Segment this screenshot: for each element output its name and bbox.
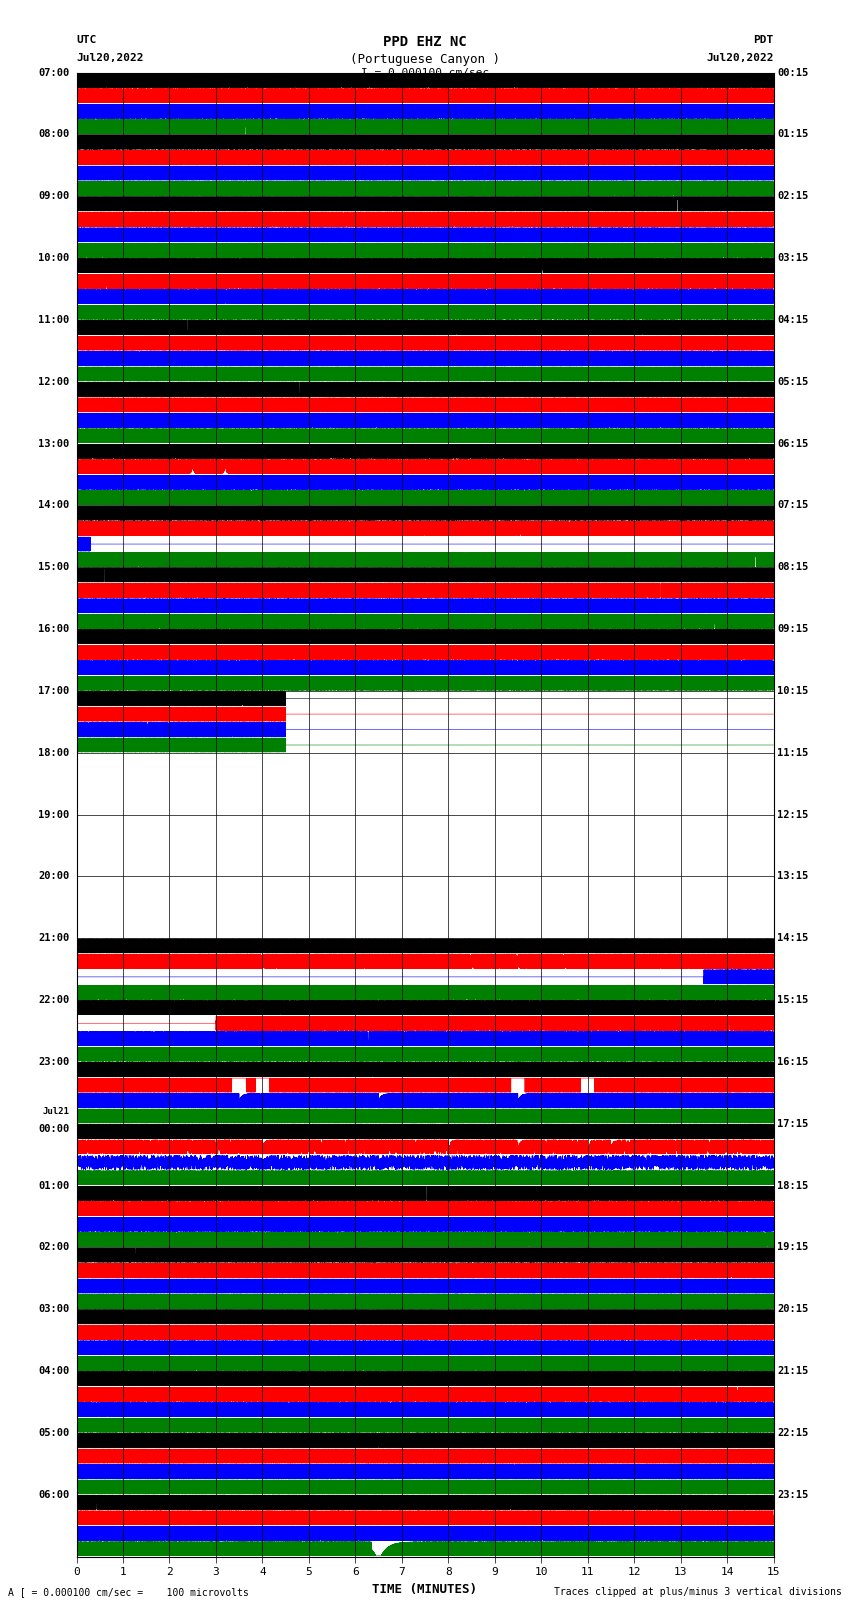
Text: 12:00: 12:00 xyxy=(38,377,70,387)
Text: Jul21: Jul21 xyxy=(42,1107,70,1116)
Text: UTC: UTC xyxy=(76,35,97,45)
Text: 07:00: 07:00 xyxy=(38,68,70,77)
Text: 12:15: 12:15 xyxy=(777,810,808,819)
Text: 21:00: 21:00 xyxy=(38,934,70,944)
Text: 11:00: 11:00 xyxy=(38,315,70,324)
Text: 21:15: 21:15 xyxy=(777,1366,808,1376)
Text: 06:15: 06:15 xyxy=(777,439,808,448)
Text: PDT: PDT xyxy=(753,35,774,45)
Text: 01:15: 01:15 xyxy=(777,129,808,139)
Text: 22:15: 22:15 xyxy=(777,1428,808,1437)
Text: 04:00: 04:00 xyxy=(38,1366,70,1376)
Text: 00:00: 00:00 xyxy=(38,1124,70,1134)
Text: 20:15: 20:15 xyxy=(777,1305,808,1315)
Text: 22:00: 22:00 xyxy=(38,995,70,1005)
Text: A [ = 0.000100 cm/sec =    100 microvolts: A [ = 0.000100 cm/sec = 100 microvolts xyxy=(8,1587,249,1597)
Text: 23:00: 23:00 xyxy=(38,1057,70,1066)
Text: 01:00: 01:00 xyxy=(38,1181,70,1190)
Text: 13:00: 13:00 xyxy=(38,439,70,448)
Text: 17:15: 17:15 xyxy=(777,1119,808,1129)
X-axis label: TIME (MINUTES): TIME (MINUTES) xyxy=(372,1582,478,1595)
Text: Jul20,2022: Jul20,2022 xyxy=(706,53,774,63)
Text: 08:15: 08:15 xyxy=(777,563,808,573)
Text: PPD EHZ NC: PPD EHZ NC xyxy=(383,35,467,50)
Text: 00:15: 00:15 xyxy=(777,68,808,77)
Text: 03:00: 03:00 xyxy=(38,1305,70,1315)
Text: 02:15: 02:15 xyxy=(777,192,808,202)
Text: 07:15: 07:15 xyxy=(777,500,808,510)
Text: 15:00: 15:00 xyxy=(38,563,70,573)
Text: 18:00: 18:00 xyxy=(38,748,70,758)
Text: Jul20,2022: Jul20,2022 xyxy=(76,53,144,63)
Text: 13:15: 13:15 xyxy=(777,871,808,881)
Text: 14:15: 14:15 xyxy=(777,934,808,944)
Text: I = 0.000100 cm/sec: I = 0.000100 cm/sec xyxy=(361,68,489,77)
Text: 04:15: 04:15 xyxy=(777,315,808,324)
Text: 19:15: 19:15 xyxy=(777,1242,808,1252)
Text: 15:15: 15:15 xyxy=(777,995,808,1005)
Text: 11:15: 11:15 xyxy=(777,748,808,758)
Text: 09:15: 09:15 xyxy=(777,624,808,634)
Text: (Portuguese Canyon ): (Portuguese Canyon ) xyxy=(350,53,500,66)
Text: Traces clipped at plus/minus 3 vertical divisions: Traces clipped at plus/minus 3 vertical … xyxy=(553,1587,842,1597)
Text: 06:00: 06:00 xyxy=(38,1490,70,1500)
Text: 08:00: 08:00 xyxy=(38,129,70,139)
Text: 19:00: 19:00 xyxy=(38,810,70,819)
Text: 03:15: 03:15 xyxy=(777,253,808,263)
Text: 05:15: 05:15 xyxy=(777,377,808,387)
Text: 05:00: 05:00 xyxy=(38,1428,70,1437)
Text: 17:00: 17:00 xyxy=(38,686,70,695)
Text: 10:00: 10:00 xyxy=(38,253,70,263)
Text: 14:00: 14:00 xyxy=(38,500,70,510)
Text: 02:00: 02:00 xyxy=(38,1242,70,1252)
Text: 16:00: 16:00 xyxy=(38,624,70,634)
Text: 16:15: 16:15 xyxy=(777,1057,808,1066)
Text: 09:00: 09:00 xyxy=(38,192,70,202)
Text: 18:15: 18:15 xyxy=(777,1181,808,1190)
Text: 20:00: 20:00 xyxy=(38,871,70,881)
Text: 10:15: 10:15 xyxy=(777,686,808,695)
Text: 23:15: 23:15 xyxy=(777,1490,808,1500)
